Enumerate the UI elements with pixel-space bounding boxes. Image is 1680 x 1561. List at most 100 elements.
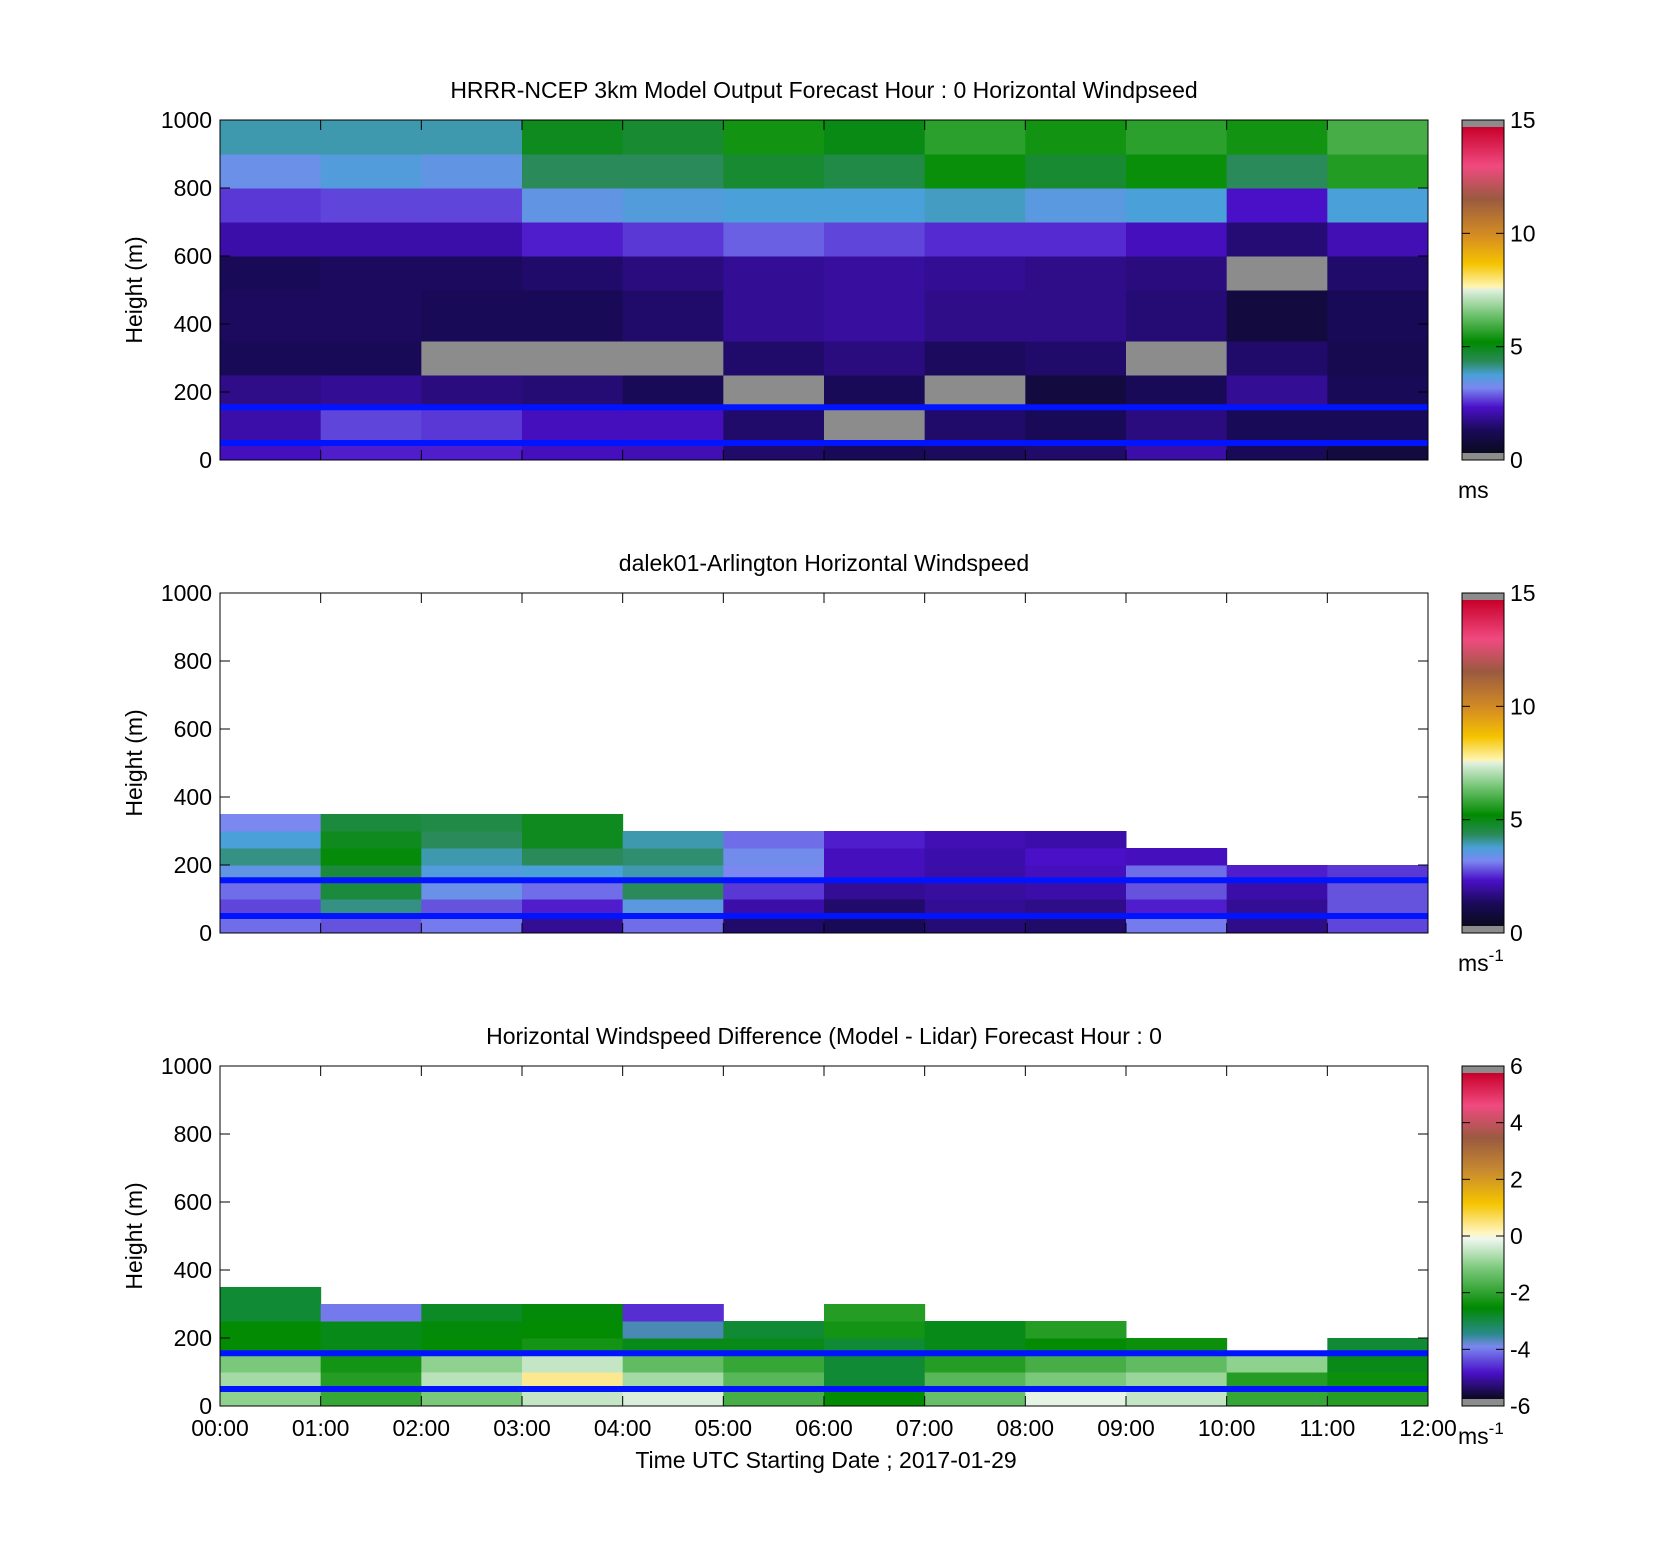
heatmap-cell bbox=[1327, 256, 1429, 291]
heatmap-cell bbox=[1327, 1389, 1429, 1407]
heatmap-cell bbox=[924, 256, 1026, 291]
heatmap-cell bbox=[1226, 375, 1328, 410]
heatmap-cell bbox=[220, 1355, 322, 1373]
heatmap-cell bbox=[622, 1304, 724, 1322]
y-tick-label: 800 bbox=[174, 1121, 212, 1147]
heatmap-cell bbox=[622, 1372, 724, 1390]
colorbar-frame bbox=[1461, 119, 1505, 461]
heatmap-cell bbox=[320, 848, 422, 866]
heatmap-cell bbox=[522, 1355, 624, 1373]
heatmap-cell bbox=[522, 814, 624, 832]
heatmap-cell bbox=[824, 882, 926, 900]
heatmap-cell bbox=[1126, 290, 1228, 342]
heatmap-cell bbox=[924, 1372, 1026, 1390]
heatmap-cell bbox=[723, 831, 825, 849]
heatmap-cell bbox=[924, 375, 1026, 410]
heatmap-cell bbox=[924, 1355, 1026, 1373]
heatmap-cell bbox=[723, 848, 825, 866]
heatmap-cell bbox=[622, 154, 724, 189]
heatmap-cell bbox=[1126, 120, 1228, 155]
heatmap-cell bbox=[220, 154, 322, 189]
colorbar-tick-label: 0 bbox=[1510, 447, 1523, 473]
colorbar-tick-label: 5 bbox=[1510, 334, 1523, 360]
heatmap-cell bbox=[1327, 1372, 1429, 1390]
heatmap-cell bbox=[1025, 916, 1127, 934]
heatmap-cell bbox=[220, 120, 322, 155]
heatmap-cell bbox=[522, 341, 624, 376]
heatmap-cell bbox=[824, 848, 926, 866]
heatmap-cell bbox=[622, 290, 724, 342]
heatmap-cell bbox=[1126, 154, 1228, 189]
heatmap-cell bbox=[924, 120, 1026, 155]
chart-panel-2: 0 200 400 600 800 1000 dalek01-Arlington Horiz… bbox=[121, 550, 1536, 976]
heatmap-cell bbox=[1327, 222, 1429, 257]
heatmap-cell bbox=[723, 120, 825, 155]
heatmap-cell bbox=[723, 290, 825, 342]
heatmap-cell bbox=[421, 120, 523, 155]
heatmap-cell bbox=[924, 899, 1026, 917]
heatmap-cell bbox=[622, 222, 724, 257]
heatmap-cell bbox=[220, 1389, 322, 1407]
heatmap-cell bbox=[924, 882, 1026, 900]
heatmap-cell bbox=[1327, 375, 1429, 410]
heatmap-cell bbox=[320, 1389, 422, 1407]
y-tick-label: 1000 bbox=[161, 1053, 212, 1079]
x-tick-label: 02:00 bbox=[393, 1415, 451, 1441]
heatmap-cell bbox=[421, 1355, 523, 1373]
heatmap-cell bbox=[1327, 899, 1429, 917]
heatmap-cell bbox=[220, 443, 322, 461]
colorbar-tick-label: 10 bbox=[1510, 220, 1536, 246]
heatmap-cell bbox=[723, 256, 825, 291]
heatmap-cell bbox=[723, 375, 825, 410]
heatmap-cell bbox=[421, 899, 523, 917]
heatmap-cell bbox=[1025, 375, 1127, 410]
heatmap-cell bbox=[924, 1321, 1026, 1339]
heatmap-cell bbox=[1025, 882, 1127, 900]
heatmap-cell bbox=[1025, 1389, 1127, 1407]
heatmap-cell bbox=[1025, 290, 1127, 342]
colorbar-unit-exponent: -1 bbox=[1489, 946, 1504, 965]
x-tick-label: 06:00 bbox=[795, 1415, 853, 1441]
heatmap-cell bbox=[622, 848, 724, 866]
colorbar-frame bbox=[1461, 592, 1505, 934]
heatmap-cell bbox=[320, 831, 422, 849]
heatmap-cell bbox=[522, 1321, 624, 1339]
heatmap-cell bbox=[1226, 120, 1328, 155]
heatmap-cell bbox=[1126, 188, 1228, 223]
heatmap-cell bbox=[320, 1355, 422, 1373]
heatmap-cell bbox=[824, 409, 926, 444]
heatmap-cell bbox=[723, 899, 825, 917]
y-axis-label: Height (m) bbox=[121, 1182, 147, 1289]
heatmap-cell bbox=[421, 1372, 523, 1390]
heatmap-cell bbox=[522, 120, 624, 155]
y-tick-label: 0 bbox=[199, 1393, 212, 1419]
heatmap-cell bbox=[522, 154, 624, 189]
heatmap-cell bbox=[723, 341, 825, 376]
heatmap-cell bbox=[421, 1389, 523, 1407]
x-tick-label: 04:00 bbox=[594, 1415, 652, 1441]
heatmap-cell bbox=[522, 916, 624, 934]
y-tick-label: 0 bbox=[199, 920, 212, 946]
colorbar-tick-label: 15 bbox=[1510, 107, 1536, 133]
heatmap-cell bbox=[320, 899, 422, 917]
colorbar: -6 -4 -2 0 2 4 6 ms-1 bbox=[1458, 1053, 1531, 1449]
heatmap-cell bbox=[1025, 120, 1127, 155]
y-tick-label: 400 bbox=[174, 784, 212, 810]
heatmap-cell bbox=[320, 256, 422, 291]
chart-title: dalek01-Arlington Horizontal Windspeed bbox=[619, 550, 1029, 576]
heatmap-cell bbox=[1126, 222, 1228, 257]
heatmap-cell bbox=[421, 154, 523, 189]
heatmap-cell bbox=[421, 222, 523, 257]
heatmap-cell bbox=[320, 290, 422, 342]
heatmap-cell bbox=[220, 409, 322, 444]
heatmap-cell bbox=[1226, 290, 1328, 342]
heatmap-cell bbox=[220, 1304, 322, 1322]
heatmap-cell bbox=[320, 882, 422, 900]
heatmap-cell bbox=[1025, 188, 1127, 223]
y-tick-label: 200 bbox=[174, 379, 212, 405]
heatmap-cell bbox=[320, 916, 422, 934]
heatmap-cell bbox=[1226, 1355, 1328, 1373]
heatmap-cell bbox=[1126, 443, 1228, 461]
heatmap-cell bbox=[1327, 409, 1429, 444]
heatmap-cell bbox=[622, 443, 724, 461]
